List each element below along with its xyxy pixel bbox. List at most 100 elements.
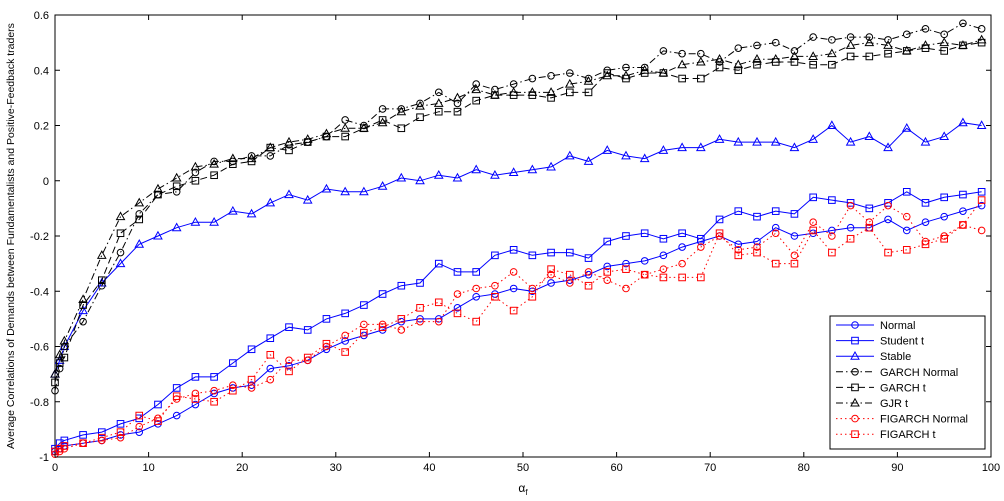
data-point bbox=[584, 74, 593, 83]
series-line bbox=[54, 42, 982, 383]
data-point bbox=[828, 226, 836, 235]
data-point bbox=[564, 150, 575, 160]
data-point bbox=[940, 234, 949, 243]
data-point bbox=[659, 234, 668, 243]
data-point bbox=[302, 134, 313, 143]
data-point bbox=[547, 265, 555, 273]
data-point bbox=[734, 66, 743, 75]
data-point bbox=[266, 350, 275, 359]
data-point bbox=[397, 315, 406, 323]
data-point bbox=[491, 292, 499, 301]
data-point bbox=[135, 428, 144, 436]
legend-entry: GJR t bbox=[836, 397, 908, 410]
data-point bbox=[191, 176, 200, 185]
data-point bbox=[397, 326, 406, 334]
data-point bbox=[246, 153, 257, 163]
data-point bbox=[341, 331, 349, 340]
data-point bbox=[603, 268, 612, 276]
data-point bbox=[508, 87, 519, 96]
data-point bbox=[528, 251, 537, 260]
data-point bbox=[453, 309, 462, 318]
data-point bbox=[809, 33, 817, 41]
data-point bbox=[959, 190, 967, 199]
data-point bbox=[734, 246, 743, 254]
data-point bbox=[191, 168, 200, 177]
y-tick-label: 0 bbox=[43, 176, 49, 188]
data-point bbox=[752, 136, 762, 146]
x-tick-label: 0 bbox=[52, 462, 58, 474]
data-point bbox=[472, 317, 480, 326]
data-point bbox=[884, 49, 892, 58]
data-point bbox=[415, 100, 425, 110]
data-point bbox=[884, 248, 892, 257]
data-point bbox=[753, 243, 761, 251]
series-line bbox=[54, 199, 982, 452]
legend-label: Normal bbox=[880, 320, 915, 332]
data-point bbox=[55, 444, 64, 453]
data-point bbox=[247, 152, 256, 160]
data-point bbox=[59, 335, 70, 345]
series-line bbox=[54, 191, 982, 450]
data-point bbox=[566, 279, 574, 287]
data-point bbox=[285, 362, 293, 370]
data-point bbox=[303, 326, 312, 334]
data-point bbox=[790, 251, 799, 260]
y-tick-label: -1 bbox=[39, 452, 49, 464]
data-point bbox=[134, 239, 145, 248]
data-point bbox=[584, 270, 593, 279]
series-line bbox=[54, 22, 982, 391]
data-point bbox=[509, 246, 518, 254]
y-tick-label: 0.2 bbox=[34, 121, 49, 133]
data-point bbox=[940, 193, 949, 202]
data-point bbox=[397, 124, 406, 133]
data-point bbox=[453, 290, 462, 298]
data-point bbox=[733, 136, 744, 146]
data-point bbox=[658, 145, 669, 154]
data-point bbox=[172, 392, 181, 401]
data-point bbox=[770, 136, 781, 146]
data-point bbox=[828, 196, 836, 204]
data-point bbox=[472, 292, 481, 301]
data-point bbox=[528, 74, 537, 83]
data-point bbox=[416, 304, 424, 312]
legend-entry: GARCH Normal bbox=[836, 367, 958, 379]
data-point bbox=[453, 304, 462, 312]
data-point bbox=[678, 243, 686, 251]
data-point bbox=[396, 172, 407, 182]
data-point bbox=[266, 152, 275, 160]
legend-label: Student t bbox=[880, 336, 924, 348]
data-point bbox=[265, 142, 276, 152]
data-point bbox=[977, 201, 986, 210]
data-point bbox=[527, 164, 538, 174]
data-point bbox=[733, 59, 744, 69]
data-point bbox=[341, 348, 349, 356]
data-point bbox=[828, 60, 836, 69]
data-point bbox=[227, 153, 238, 163]
data-point bbox=[434, 259, 443, 268]
data-point bbox=[566, 69, 574, 77]
data-point bbox=[210, 397, 218, 406]
data-point bbox=[790, 232, 799, 240]
data-point bbox=[977, 188, 986, 196]
data-point bbox=[753, 60, 761, 69]
data-point bbox=[79, 301, 87, 309]
data-point bbox=[921, 240, 930, 249]
axes: 0 10 20 30 40 50 60 70 80 90 100 -1 -0.8 -0.6 -0.4 -0.2… bbox=[30, 10, 1000, 474]
data-point bbox=[171, 172, 182, 182]
data-point bbox=[566, 276, 574, 285]
data-point bbox=[603, 262, 612, 271]
data-point bbox=[734, 207, 743, 215]
data-point bbox=[828, 36, 836, 44]
series-student-t bbox=[51, 188, 986, 453]
data-point bbox=[659, 265, 668, 273]
data-point bbox=[697, 234, 705, 243]
data-point bbox=[96, 250, 107, 259]
data-point bbox=[190, 216, 201, 226]
data-point bbox=[921, 199, 930, 207]
data-point bbox=[828, 232, 836, 240]
data-point bbox=[229, 381, 237, 389]
data-point bbox=[714, 53, 725, 63]
data-point bbox=[790, 58, 799, 66]
data-point bbox=[360, 328, 368, 337]
data-point bbox=[55, 439, 64, 447]
